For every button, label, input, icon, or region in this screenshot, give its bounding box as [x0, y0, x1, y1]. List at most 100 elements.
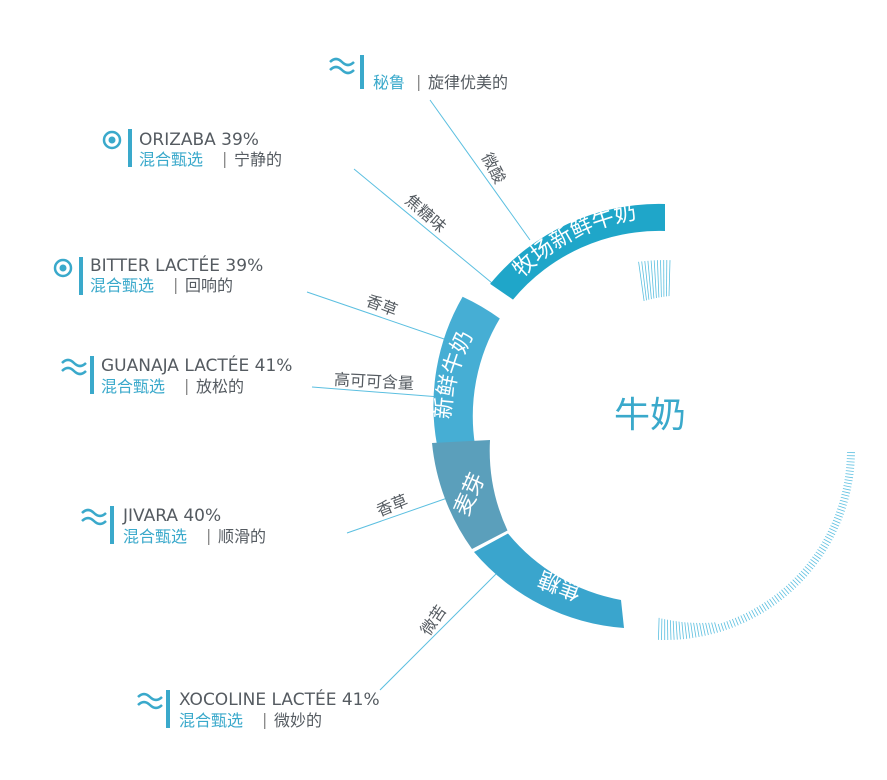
- product-labels: 秘鲁 | 旋律优美的 ORIZABA 39% 混合甄选 | 宁静的 BITTER…: [53, 55, 508, 730]
- flavor-label: 微苦: [417, 602, 451, 639]
- tick-mark: [840, 496, 849, 500]
- tick-mark: [832, 519, 841, 524]
- leader-line: [306, 291, 448, 341]
- tick-mark: [796, 575, 803, 582]
- tick-mark: [650, 260, 655, 299]
- flavor-label: 焦糖味: [401, 190, 450, 236]
- separator: |: [173, 275, 178, 294]
- tick-mark: [753, 608, 759, 616]
- flavor-label: 高可可含量: [334, 370, 415, 393]
- tick-mark: [723, 622, 727, 630]
- center-label: 牛奶: [614, 395, 686, 436]
- leader-lines: [306, 99, 531, 691]
- tick-mark: [693, 622, 697, 638]
- tick-mark: [740, 615, 745, 623]
- product-peru: 秘鲁 | 旋律优美的: [329, 55, 508, 92]
- tick-mark: [808, 561, 816, 567]
- tick-mark: [681, 621, 684, 640]
- segment-fresh-milk: [433, 296, 500, 445]
- wave-icon: [329, 55, 364, 89]
- leader-line: [353, 168, 493, 284]
- tick-mark: [751, 609, 756, 618]
- tick-mark: [794, 577, 801, 584]
- product-blend: 混合甄选: [101, 377, 165, 396]
- tick-mark: [813, 554, 821, 560]
- product-name: JIVARA 40%: [122, 506, 221, 526]
- wave-icon: [137, 690, 170, 728]
- tick-mark: [759, 605, 764, 613]
- tick-mark: [711, 622, 715, 634]
- tick-mark: [845, 470, 854, 472]
- wave-icon: [81, 506, 114, 544]
- tick-mark: [825, 536, 833, 541]
- tick-mark: [675, 621, 678, 640]
- tick-mark: [804, 566, 812, 572]
- product-description: 旋律优美的: [428, 73, 508, 92]
- product-name: XOCOLINE LACTÉE 41%: [179, 688, 380, 710]
- tick-mark: [842, 488, 851, 491]
- tick-mark: [842, 491, 851, 494]
- tick-mark: [781, 589, 787, 597]
- tick-mark: [843, 485, 852, 488]
- product-bitter-lactee: BITTER LACTÉE 39% 混合甄选 | 回响的: [53, 254, 263, 295]
- tick-ring: [638, 259, 856, 641]
- tick-mark: [734, 617, 739, 626]
- tick-mark: [737, 616, 742, 625]
- tick-mark: [690, 622, 694, 638]
- tick-mark: [774, 595, 780, 603]
- tick-mark: [839, 499, 848, 503]
- tick-mark: [785, 585, 792, 593]
- tick-mark: [776, 593, 783, 601]
- tick-mark: [729, 619, 733, 628]
- separator: |: [416, 72, 421, 91]
- tick-mark: [844, 479, 853, 482]
- tick-mark: [678, 621, 681, 640]
- tick-mark: [817, 549, 825, 555]
- tick-mark: [802, 568, 810, 575]
- tick-mark: [798, 572, 806, 579]
- leader-line: [311, 386, 441, 398]
- product-orizaba: ORIZABA 39% 混合甄选 | 宁静的: [102, 129, 282, 169]
- tick-mark: [815, 551, 823, 557]
- tick-mark: [800, 570, 808, 577]
- product-description: 微妙的: [274, 711, 322, 730]
- tick-mark: [823, 538, 831, 544]
- leader-line: [346, 494, 457, 534]
- product-guanaja-lactee: GUANAJA LACTÉE 41% 混合甄选 | 放松的: [61, 354, 292, 396]
- tick-mark: [714, 622, 718, 633]
- tick-mark: [845, 473, 854, 475]
- tick-mark: [696, 622, 700, 637]
- segment-caramel: [474, 533, 624, 628]
- product-description: 顺滑的: [218, 527, 266, 546]
- product-name: ORIZABA 39%: [139, 130, 259, 150]
- product-blend: 混合甄选: [179, 711, 243, 730]
- product-blend: 混合甄选: [139, 150, 203, 169]
- tick-mark: [658, 617, 660, 640]
- product-xocoline-lactee: XOCOLINE LACTÉE 41% 混合甄选 | 微妙的: [137, 688, 380, 730]
- target-icon: [53, 257, 83, 295]
- tick-mark: [761, 603, 767, 612]
- tick-mark: [745, 612, 751, 621]
- tick-mark: [708, 622, 712, 635]
- tick-mark: [668, 260, 671, 297]
- product-blend: 混合甄选: [90, 276, 154, 295]
- product-jivara: JIVARA 40% 混合甄选 | 顺滑的: [81, 506, 266, 546]
- tick-mark: [818, 546, 827, 552]
- tick-mark: [844, 482, 852, 485]
- tick-mark: [833, 516, 842, 521]
- flavor-labels: 微酸 焦糖味 香草 高可可含量 香草 微苦: [334, 150, 510, 639]
- tick-mark: [846, 464, 855, 466]
- tick-mark: [638, 261, 645, 302]
- tick-mark: [830, 525, 838, 530]
- product-description: 回响的: [185, 276, 233, 295]
- target-icon: [102, 129, 132, 167]
- tick-mark: [826, 533, 834, 538]
- tick-mark: [835, 514, 843, 518]
- flavor-label: 微酸: [478, 150, 510, 187]
- tick-mark: [821, 541, 830, 547]
- leader-line: [379, 561, 509, 691]
- flavor-label: 香草: [363, 291, 400, 320]
- tick-mark: [837, 508, 845, 512]
- tick-mark: [660, 260, 662, 298]
